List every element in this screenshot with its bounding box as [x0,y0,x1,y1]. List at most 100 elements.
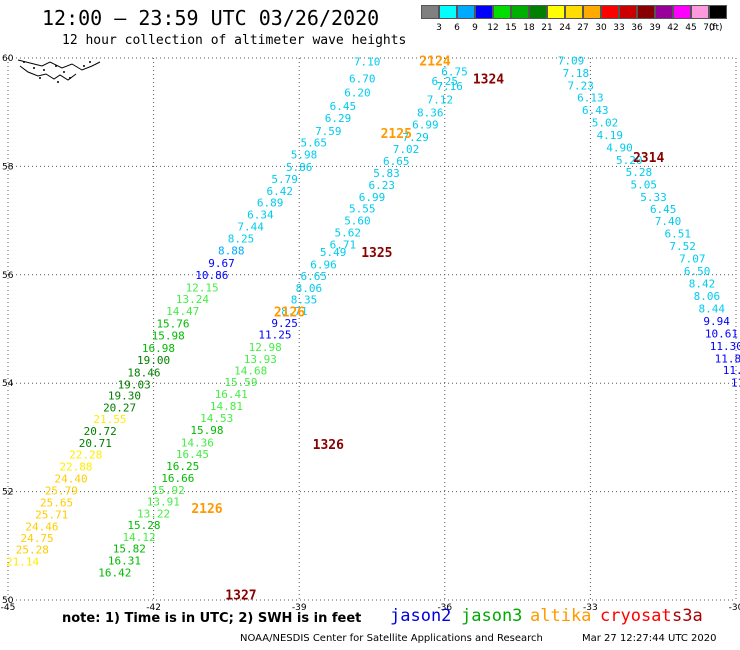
color-swatch [709,5,727,19]
wave-height-value: 15.98 [152,330,185,343]
coastline-path [19,65,77,81]
wave-height-value: 8.25 [228,232,255,245]
wave-height-value: 7.23 [567,80,594,93]
wave-height-value: 7.59 [315,125,342,138]
lat-lon-grid [7,57,737,601]
pass-number-label: 2126 [191,502,222,517]
wave-height-value: 6.23 [368,179,395,192]
wave-height-value: 5.20 [616,154,643,167]
wave-height-value: 11. [731,377,740,390]
wave-height-value: 22.28 [69,449,102,462]
color-swatch [439,5,457,19]
color-scale-label: 6 [454,23,460,33]
wave-height-value: 5.28 [626,166,653,179]
wave-height-value: 12.98 [249,341,282,354]
wave-height-value: 7.12 [427,94,454,107]
wave-height-value: 7.10 [354,55,381,68]
wave-height-value: 6.29 [325,112,352,125]
wave-height-value: 15.92 [152,484,185,497]
color-swatch [673,5,691,19]
wave-height-value: 6.45 [330,100,357,113]
wave-height-value: 5.98 [291,148,318,161]
wave-height-value: 6.51 [665,228,692,241]
color-swatch [421,5,439,19]
legend-jason3: jason3 [461,606,523,626]
wave-height-value: 14.68 [234,365,267,378]
island-dot [63,71,65,73]
latitude-tick-labels: 50 52 54 56 58 60 [2,54,14,606]
pass-number-label: 1325 [361,246,392,261]
note-text: note: 1) Time is in UTC; 2) SWH is in fe… [62,611,362,626]
wave-height-value: 25.65 [40,496,73,509]
color-scale-label: 21 [541,23,553,33]
wave-height-value: 21.14 [6,556,39,569]
island-dot [89,61,91,63]
color-swatch [637,5,655,19]
wave-height-value: 15.98 [190,424,223,437]
y-tick-label: 54 [2,379,14,389]
color-scale-label: 18 [523,23,535,33]
wave-height-value: 14.81 [210,400,243,413]
x-tick-label: -30 [729,603,740,613]
wave-height-value: 6.42 [267,185,294,198]
color-scale-label: 39 [649,23,661,33]
wave-height-value: 13.91 [147,495,180,508]
wave-height-values: 7.10 6.75 6.70 6.257.16 6.20 7.12 6.45 8.36 6.29… [6,55,740,580]
wave-height-value: 16.42 [98,566,131,579]
wave-height-value: 9.67 [208,257,235,270]
pass-number-label: 1327 [225,589,256,604]
color-scale-unit: (ft) [709,23,723,33]
wave-height-value: 15.82 [113,543,146,556]
wave-height-value: 9.94 [703,315,730,328]
wave-height-value: 20.27 [103,402,136,415]
wave-height-value: 16.25 [166,460,199,473]
legend-jason2: jason2 [390,606,452,626]
wave-height-value: 14.12 [122,531,155,544]
wave-height-value: 5.33 [640,191,667,204]
wave-height-value: 9.25 [271,317,298,330]
color-scale-label: 3 [436,23,442,33]
wave-height-value: 24.75 [21,532,54,545]
island-dot [57,81,59,83]
island-dot [83,65,85,67]
pass-number-label: 2125 [381,127,412,142]
wave-height-value: 11.30 [710,340,740,353]
color-scale-label: 30 [595,23,607,33]
color-scale-label: 42 [667,23,679,33]
wave-height-value: 8.71 [281,305,308,318]
wave-height-value: 10.86 [195,269,228,282]
wave-height-value: 15.59 [224,376,257,389]
wave-height-value: 4.90 [606,141,633,154]
wave-height-value: 6.71 [330,238,357,251]
wave-height-value: 19.00 [137,354,170,367]
y-tick-label: 50 [2,596,14,606]
island-dot [43,69,45,71]
wave-height-value: 16.45 [176,448,209,461]
wave-height-value: 7.07 [679,253,706,266]
pass-number-label: 1326 [313,438,344,453]
wave-height-value: 11.4 [723,364,740,377]
wave-height-value: 7.52 [669,240,696,253]
color-swatch [457,5,475,19]
wave-height-value: 19.03 [118,378,151,391]
wave-height-value: 8.42 [689,277,716,290]
wave-height-value: 6.99 [359,191,386,204]
wave-height-value: 6.65 [383,155,410,168]
x-tick-label: -39 [292,603,307,613]
island-dot [55,65,57,67]
color-swatch [601,5,619,19]
wave-height-value: 25.79 [45,485,78,498]
wave-height-value: 6.70 [349,73,376,86]
color-swatch [655,5,673,19]
wave-height-value: 8.06 [296,282,323,295]
wave-height-value: 14.36 [181,436,214,449]
wave-height-value: 11.85 [715,352,740,365]
wave-height-value: 6.13 [577,92,604,105]
generated-timestamp: Mar 27 12:27:44 UTC 2020 [582,633,717,644]
wave-height-value: 16.41 [215,388,248,401]
wave-height-value: 22.88 [59,461,92,474]
wave-height-value: 5.55 [349,203,376,216]
wave-height-value: 8.35 [291,294,318,307]
pass-number-label: 2314 [633,151,664,166]
wave-height-value: 15.76 [156,318,189,331]
